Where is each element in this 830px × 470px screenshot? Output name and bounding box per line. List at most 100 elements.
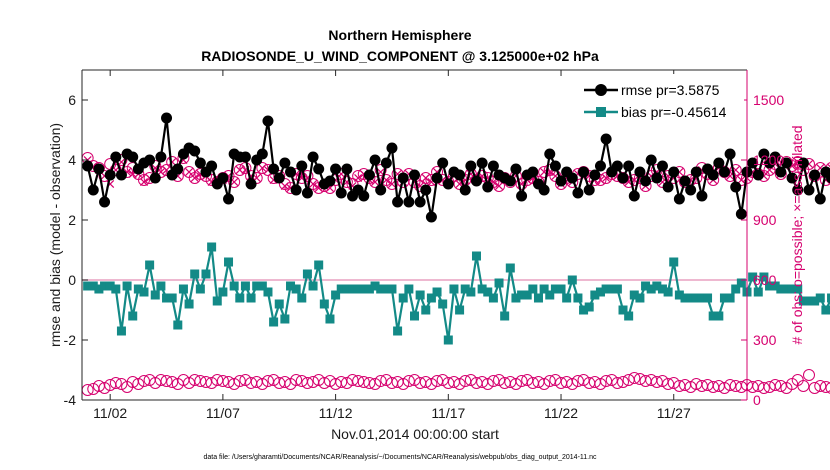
rmse-point xyxy=(690,166,702,178)
obs-count-possible-marker xyxy=(509,378,522,390)
rmse-point xyxy=(544,148,556,160)
obs-count-possible-marker xyxy=(194,375,207,387)
bias-point xyxy=(348,284,358,294)
bias-point xyxy=(353,284,363,294)
y-tick-label: 0 xyxy=(68,272,76,288)
bias-point xyxy=(415,290,425,300)
y-right-tick-label: 0 xyxy=(753,392,761,408)
rmse-point xyxy=(290,184,302,196)
bias-point xyxy=(432,287,442,297)
obs-count-possible-marker xyxy=(205,377,218,389)
bias-point xyxy=(421,305,431,315)
bias-point xyxy=(229,281,239,291)
legend-bias-marker xyxy=(596,107,606,117)
rmse-point xyxy=(99,196,111,208)
obs-count-possible-marker xyxy=(729,164,742,176)
rmse-point xyxy=(752,169,764,181)
obs-count-possible-marker xyxy=(369,378,382,390)
bias-point xyxy=(291,284,301,294)
rmse-point xyxy=(217,172,229,184)
bias-point xyxy=(753,287,763,297)
y-axis-right-label: # of obs: o=possible; ×=assimilated xyxy=(789,125,805,344)
obs-count-possible-marker xyxy=(380,374,393,386)
bias-point xyxy=(641,281,651,291)
chart-subtitle: RADIOSONDE_U_WIND_COMPONENT @ 3.125000e+… xyxy=(201,48,599,64)
bias-point xyxy=(748,272,758,282)
bias-point xyxy=(393,326,403,336)
bias-point xyxy=(308,281,318,291)
rmse-point xyxy=(239,151,251,163)
y-right-tick-label: 1200 xyxy=(753,152,784,168)
obs-count-possible-marker xyxy=(228,378,241,390)
obs-count-possible-marker xyxy=(402,375,415,387)
bias-point xyxy=(455,305,465,315)
bias-point xyxy=(821,305,830,315)
rmse-point xyxy=(115,169,127,181)
obs-count-possible-marker xyxy=(374,164,387,176)
obs-count-possible-marker xyxy=(650,376,663,388)
bias-point xyxy=(302,269,312,279)
obs-count-possible-marker xyxy=(571,375,584,387)
obs-count-possible-marker xyxy=(662,378,675,390)
rmse-point xyxy=(194,157,206,169)
bias-point xyxy=(646,284,656,294)
obs-count-possible-marker xyxy=(340,377,353,389)
bias-point xyxy=(719,293,729,303)
bias-point xyxy=(128,311,138,321)
rmse-point xyxy=(707,169,719,181)
bias-point xyxy=(122,281,132,291)
rmse-point xyxy=(161,112,173,124)
rmse-point xyxy=(127,151,139,163)
bias-point xyxy=(331,290,341,300)
obs-count-possible-marker xyxy=(757,382,770,394)
bias-point xyxy=(116,326,126,336)
obs-count-possible-marker xyxy=(431,375,444,387)
rmse-point xyxy=(369,154,381,166)
bias-point xyxy=(280,314,290,324)
bias-point xyxy=(387,284,397,294)
rmse-point xyxy=(330,163,342,175)
obs-count-possible-marker xyxy=(408,374,421,386)
obs-count-possible-marker xyxy=(233,375,246,387)
obs-count-possible-marker xyxy=(600,375,613,387)
x-axis-label: Nov.01,2014 00:00:00 start xyxy=(331,426,499,442)
bias-point xyxy=(376,284,386,294)
rmse-point xyxy=(431,172,443,184)
bias-point xyxy=(257,281,267,291)
y-tick-label: -4 xyxy=(64,392,77,408)
obs-count-possible-marker xyxy=(459,375,472,387)
y-axis-label: rmse and bias (model - observation) xyxy=(47,123,63,347)
obs-count-possible-marker xyxy=(256,162,269,174)
obs-count-possible-marker xyxy=(301,170,314,182)
axes-layer: 11/02 11/07 11/12 11/17 11/22 11/27 -4 -2 0 2 4 6 0 3… xyxy=(64,69,784,421)
bias-point xyxy=(201,269,211,279)
rmse-point xyxy=(803,184,815,196)
obs-count-possible-marker xyxy=(357,376,370,388)
obs-count-possible-marker xyxy=(352,170,365,182)
obs-count-possible-marker xyxy=(385,178,398,190)
rmse-point xyxy=(724,148,736,160)
bias-point xyxy=(195,284,205,294)
bias-point xyxy=(100,281,110,291)
bias-point xyxy=(731,284,741,294)
obs-count-possible-marker xyxy=(149,377,162,389)
rmse-point xyxy=(82,160,94,172)
bias-point xyxy=(517,290,527,300)
legend-rmse-marker xyxy=(595,84,607,96)
obs-count-assimilated-marker xyxy=(354,173,363,183)
obs-count-possible-marker xyxy=(397,378,410,390)
rmse-point xyxy=(814,193,826,205)
rmse-point xyxy=(206,160,218,172)
obs-count-assimilated-marker xyxy=(258,163,267,173)
rmse-point xyxy=(572,187,584,199)
rmse-point xyxy=(268,163,280,175)
bias-point xyxy=(252,281,262,291)
bias-point xyxy=(787,284,797,294)
bias-point xyxy=(325,314,335,324)
rmse-point xyxy=(87,184,99,196)
legend-rmse-label: rmse pr=3.5875 xyxy=(621,82,720,98)
rmse-point xyxy=(549,160,561,172)
obs-count-assimilated-marker xyxy=(737,175,746,185)
bias-point xyxy=(274,299,284,309)
obs-count-possible-marker xyxy=(250,172,263,184)
